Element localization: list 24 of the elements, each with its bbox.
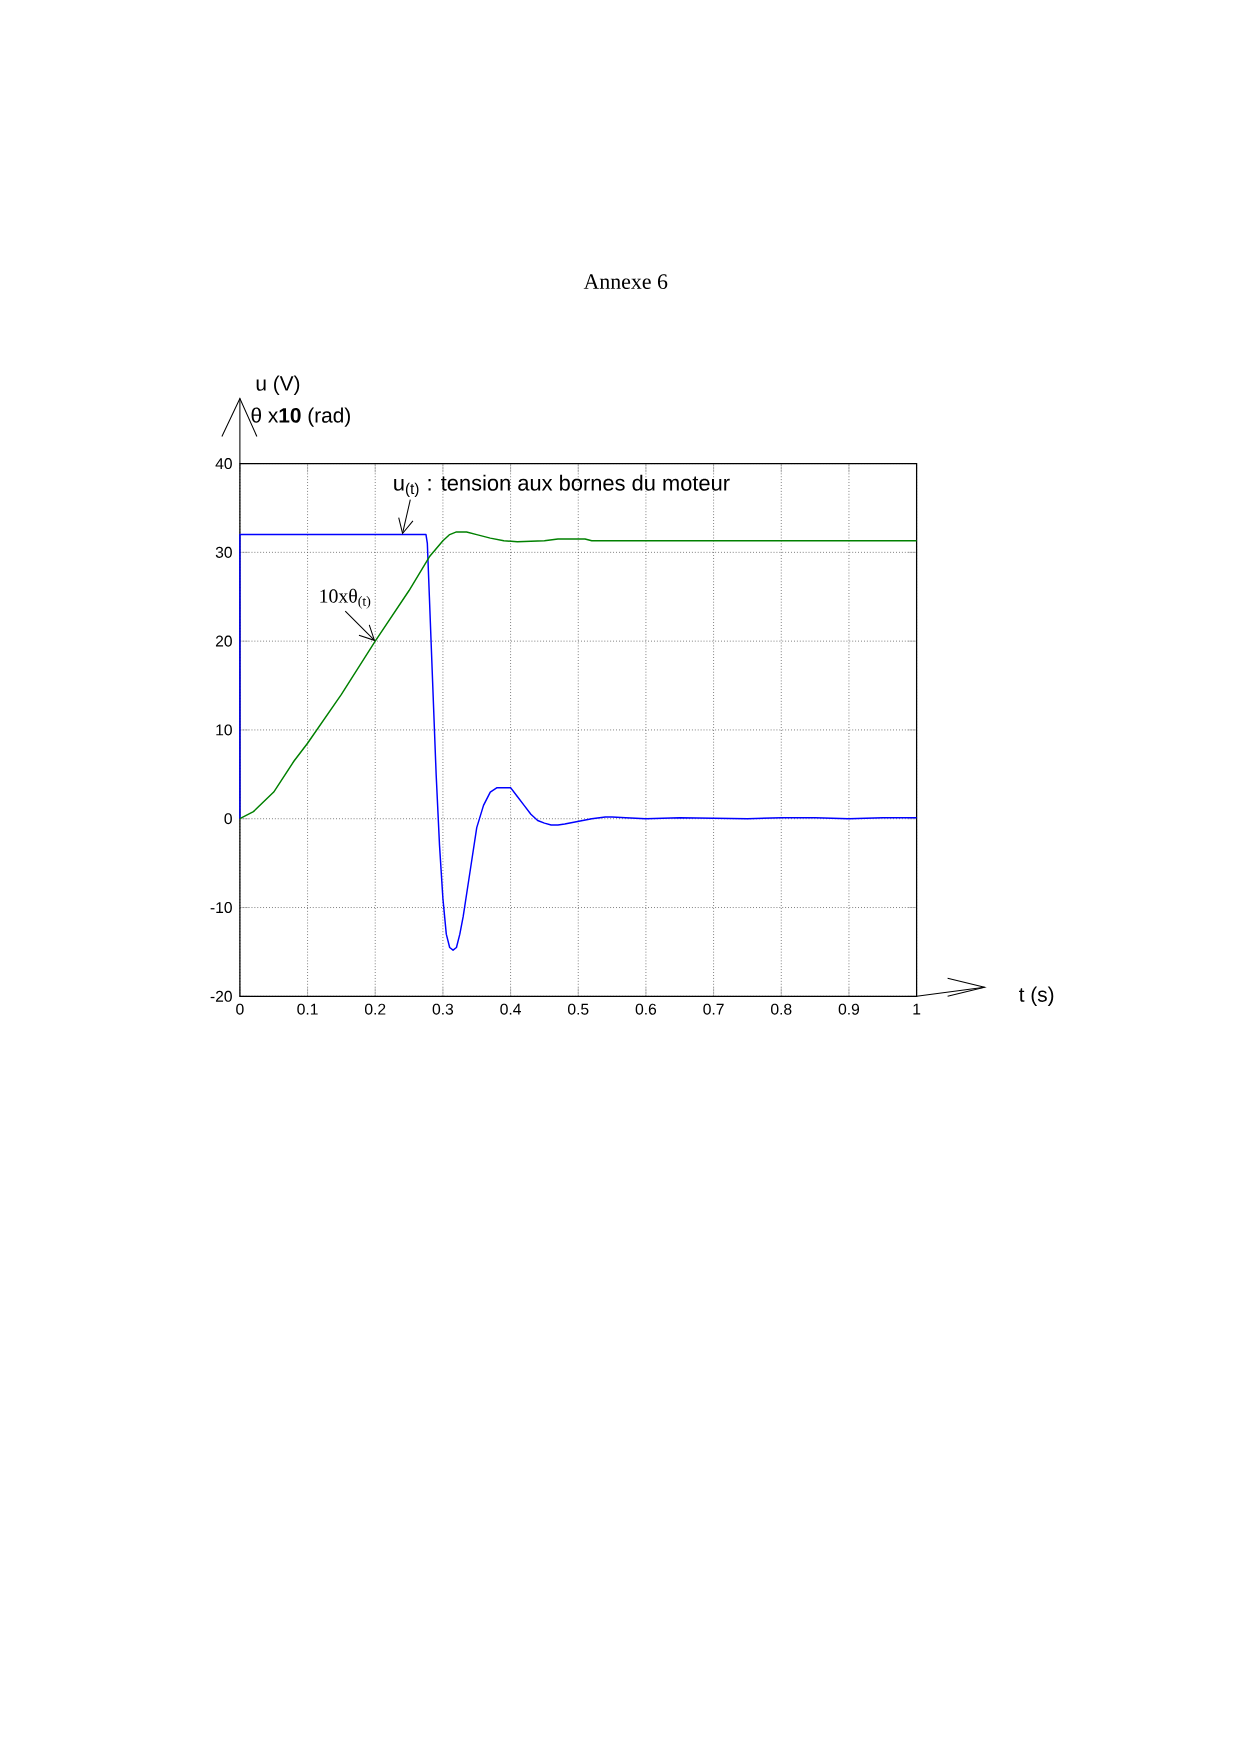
x-tick-label: 0 — [235, 1003, 244, 1015]
x-tick-label: 0.7 — [703, 1003, 724, 1015]
x-tick-label: 0.2 — [364, 1003, 386, 1015]
y-tick-label: 0 — [224, 813, 232, 825]
y-tick-label: -20 — [210, 990, 232, 1002]
x-tick-label: 0.3 — [432, 1003, 453, 1015]
x-tick-label: 0.1 — [297, 1003, 318, 1015]
y-tick-label: -10 — [210, 901, 232, 914]
y-axis-title: u (V) — [256, 375, 299, 395]
chart-title: Annexe 6 — [583, 274, 668, 289]
text: θ x10 (rad) — [251, 407, 350, 427]
x-tick-label: 0.6 — [635, 1003, 656, 1015]
x-tick-label: 0.4 — [500, 1003, 521, 1015]
x-tick-label: 0.5 — [567, 1003, 589, 1015]
annotation: 10xθ$_{(t)}$ — [320, 588, 371, 609]
y-tick-label: 30 — [215, 546, 232, 558]
y-tick-label: 10 — [216, 724, 232, 736]
y-tick-label: 40 — [215, 458, 232, 470]
annotation: u$_{(t)}$ : tension aux bornes du moteur — [393, 474, 730, 498]
x-tick-label: 0.8 — [770, 1003, 792, 1015]
y-tick-label: 20 — [215, 635, 232, 647]
x-tick-label: 1 — [913, 1003, 920, 1015]
x-tick-label: 0.9 — [838, 1003, 859, 1015]
x-axis-title: t (s) — [1018, 986, 1054, 1007]
